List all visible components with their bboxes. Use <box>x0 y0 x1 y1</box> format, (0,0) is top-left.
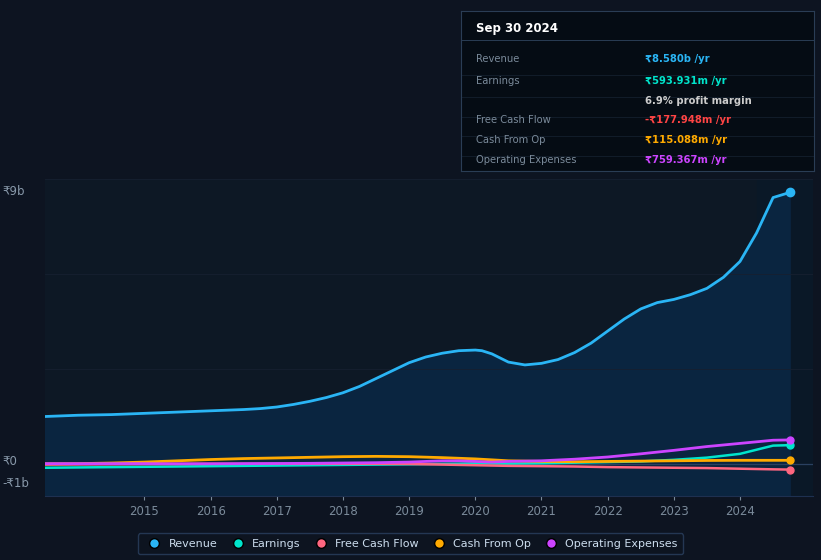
Text: Earnings: Earnings <box>475 76 519 86</box>
Bar <box>756 179 813 496</box>
Text: ₹8.580b /yr: ₹8.580b /yr <box>645 54 709 64</box>
Text: ₹9b: ₹9b <box>2 185 25 198</box>
Text: Cash From Op: Cash From Op <box>475 136 545 146</box>
Text: Sep 30 2024: Sep 30 2024 <box>475 22 557 35</box>
Text: Operating Expenses: Operating Expenses <box>475 155 576 165</box>
Text: ₹0: ₹0 <box>2 455 17 468</box>
Text: -₹177.948m /yr: -₹177.948m /yr <box>645 115 731 125</box>
Legend: Revenue, Earnings, Free Cash Flow, Cash From Op, Operating Expenses: Revenue, Earnings, Free Cash Flow, Cash … <box>138 533 683 554</box>
Text: -₹1b: -₹1b <box>2 477 30 490</box>
Text: Free Cash Flow: Free Cash Flow <box>475 115 550 125</box>
Text: 6.9% profit margin: 6.9% profit margin <box>645 96 752 106</box>
Text: ₹115.088m /yr: ₹115.088m /yr <box>645 136 727 146</box>
Text: Revenue: Revenue <box>475 54 519 64</box>
Text: ₹759.367m /yr: ₹759.367m /yr <box>645 155 727 165</box>
Text: ₹593.931m /yr: ₹593.931m /yr <box>645 76 727 86</box>
